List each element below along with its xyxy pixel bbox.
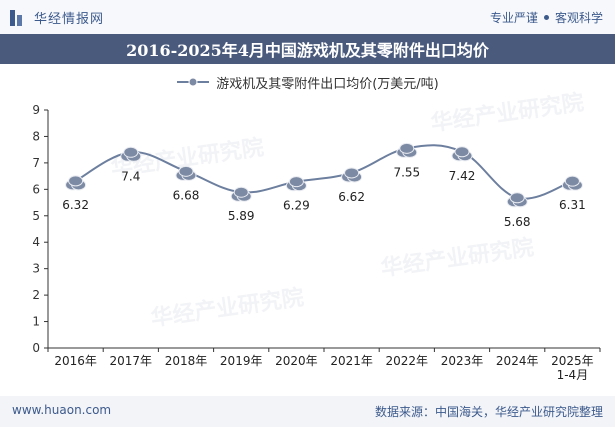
data-label: 7.42 (449, 169, 476, 183)
y-tick-label: 5 (32, 209, 40, 223)
data-label: 6.68 (173, 188, 200, 202)
x-tick-label: 2024年 (496, 354, 539, 368)
y-tick-label: 7 (32, 156, 40, 170)
data-point (506, 192, 528, 208)
legend-line-icon (177, 77, 210, 87)
data-label: 7.55 (393, 165, 420, 179)
data-point (120, 146, 142, 162)
top-bar: 华经情报网 专业严谨 客观科学 (0, 0, 615, 34)
x-tick-label: 2017年 (110, 354, 153, 368)
data-point (396, 142, 418, 158)
data-label: 5.68 (504, 215, 531, 229)
y-tick-label: 2 (32, 288, 40, 302)
y-tick-label: 3 (32, 262, 40, 276)
y-tick-label: 6 (32, 182, 40, 196)
legend-label: 游戏机及其零附件出口均价(万美元/吨) (216, 76, 439, 92)
data-point-coin (233, 186, 249, 198)
data-point-coin (399, 142, 415, 154)
data-point-coin (344, 167, 360, 179)
data-point-coin (288, 176, 304, 188)
data-label: 6.32 (62, 198, 89, 212)
brand-logo-icon (10, 9, 28, 26)
x-tick-label: 1-4月 (557, 368, 589, 382)
data-point (451, 146, 473, 162)
y-tick-label: 8 (32, 129, 40, 143)
data-label: 6.29 (283, 199, 310, 213)
brand-name: 华经情报网 (34, 12, 105, 27)
slogan: 专业严谨 客观科学 (490, 9, 603, 26)
footer-source: 数据来源：中国海关，华经产业研究院整理 (374, 405, 603, 419)
data-point (65, 175, 87, 191)
data-point-coin (178, 165, 194, 177)
data-label: 5.89 (228, 209, 255, 223)
x-tick-label: 2020年 (275, 354, 318, 368)
data-point (285, 176, 307, 192)
legend: 游戏机及其零附件出口均价(万美元/吨) (0, 72, 615, 92)
data-label: 6.62 (338, 190, 365, 204)
y-tick-label: 0 (32, 341, 40, 355)
data-point-coin (564, 175, 580, 187)
data-label: 6.31 (559, 198, 586, 212)
brand: 华经情报网 (10, 8, 104, 27)
data-point-coin (123, 146, 139, 158)
y-tick-label: 9 (32, 103, 40, 117)
footer: www.huaon.com 数据来源：中国海关，华经产业研究院整理 (0, 396, 615, 427)
slogan-right: 客观科学 (554, 11, 603, 25)
x-tick-label: 2021年 (330, 354, 373, 368)
series-line (75, 144, 573, 200)
x-tick-label: 2019年 (220, 354, 263, 368)
data-point-coin (509, 192, 525, 204)
data-point-coin (454, 146, 470, 158)
data-point (175, 165, 197, 181)
x-tick-label: 2025年 (551, 354, 594, 368)
data-label: 7.4 (121, 169, 140, 183)
x-tick-label: 2016年 (54, 354, 97, 368)
data-point (561, 175, 583, 191)
x-tick-label: 2022年 (386, 354, 429, 368)
line-chart: 0 1 2 3 4 5 6 7 8 9 2016年 2017年 2018年 2019年 2020年 2021年… (32, 103, 601, 382)
y-tick-label: 1 (32, 315, 40, 329)
bullet-dot-icon (543, 15, 549, 20)
y-tick-label: 4 (32, 235, 40, 249)
slogan-left: 专业严谨 (489, 11, 538, 25)
footer-website[interactable]: www.huaon.com (12, 403, 112, 417)
data-point (230, 186, 252, 202)
data-point-coin (68, 175, 84, 187)
data-point (341, 167, 363, 183)
chart-title: 2016-2025年4月中国游戏机及其零附件出口均价 (0, 34, 615, 64)
x-tick-label: 2018年 (165, 354, 208, 368)
x-tick-label: 2023年 (441, 354, 484, 368)
